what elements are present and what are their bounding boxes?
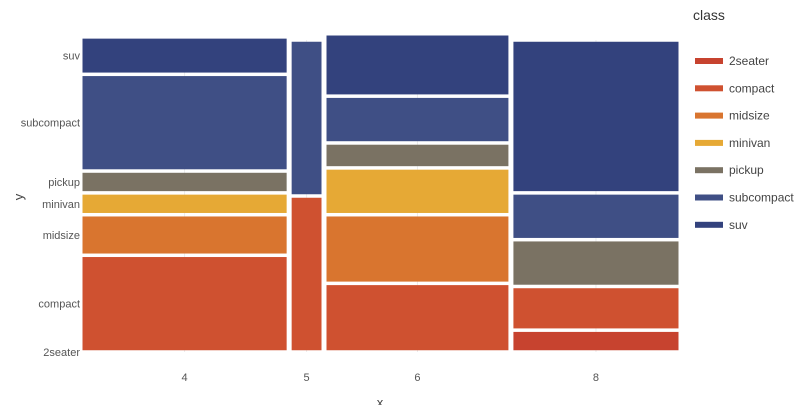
legend-swatch-minivan: [695, 139, 723, 146]
x-tick-6: 6: [414, 372, 420, 384]
tile-4-minivan: [82, 194, 287, 213]
y-tick-midsize: midsize: [43, 230, 80, 242]
tile-6-compact: [326, 285, 509, 351]
y-tick-2seater: 2seater: [43, 347, 80, 359]
tile-4-midsize: [82, 216, 287, 254]
x-tick-4: 4: [182, 372, 188, 384]
legend-swatch-midsize: [695, 112, 723, 119]
legend-swatch-pickup: [695, 167, 723, 174]
legend-swatch-suv: [695, 221, 723, 228]
legend-label-midsize: midsize: [729, 109, 770, 123]
x-tick-5: 5: [304, 372, 310, 384]
legend: class 2seater compact midsize minivan pickup…: [693, 7, 794, 232]
tile-6-minivan: [326, 169, 509, 213]
tile-4-suv: [82, 38, 287, 73]
tile-6-subcompact: [326, 97, 509, 142]
legend-label-minivan: minivan: [729, 136, 770, 150]
legend-label-2seater: 2seater: [729, 54, 769, 68]
tile-8-subcompact: [513, 194, 679, 238]
y-tick-compact: compact: [38, 299, 80, 311]
tile-6-pickup: [326, 144, 509, 167]
mosaic-tiles: [82, 35, 679, 351]
y-tick-labels: suv subcompact pickup minivan midsize compact…: [21, 51, 81, 359]
y-axis-title: y: [11, 193, 26, 200]
tile-5-compact: [291, 197, 322, 351]
tile-5-subcompact: [291, 41, 322, 195]
tile-8-pickup: [513, 241, 679, 285]
legend-swatch-subcompact: [695, 194, 723, 201]
legend-swatch-2seater: [695, 58, 723, 64]
legend-title: class: [693, 7, 725, 23]
tile-8-compact: [513, 288, 679, 329]
legend-swatch-compact: [695, 85, 723, 92]
tile-8-suv: [513, 41, 679, 192]
tile-8-2seater: [513, 331, 679, 351]
tile-4-subcompact: [82, 76, 287, 170]
legend-label-subcompact: subcompact: [729, 191, 794, 205]
legend-label-suv: suv: [729, 218, 748, 232]
legend-label-pickup: pickup: [729, 163, 764, 177]
x-tick-labels: 4 5 6 8: [182, 372, 600, 384]
y-tick-pickup: pickup: [48, 177, 80, 189]
tile-6-midsize: [326, 216, 509, 282]
tile-4-pickup: [82, 172, 287, 192]
y-tick-subcompact: subcompact: [21, 118, 80, 130]
legend-label-compact: compact: [729, 81, 775, 95]
y-tick-minivan: minivan: [42, 199, 80, 211]
x-tick-8: 8: [593, 372, 599, 384]
x-axis-title: x: [377, 395, 384, 405]
tile-6-suv: [326, 35, 509, 95]
y-tick-suv: suv: [63, 51, 81, 63]
tile-4-compact: [82, 257, 287, 351]
